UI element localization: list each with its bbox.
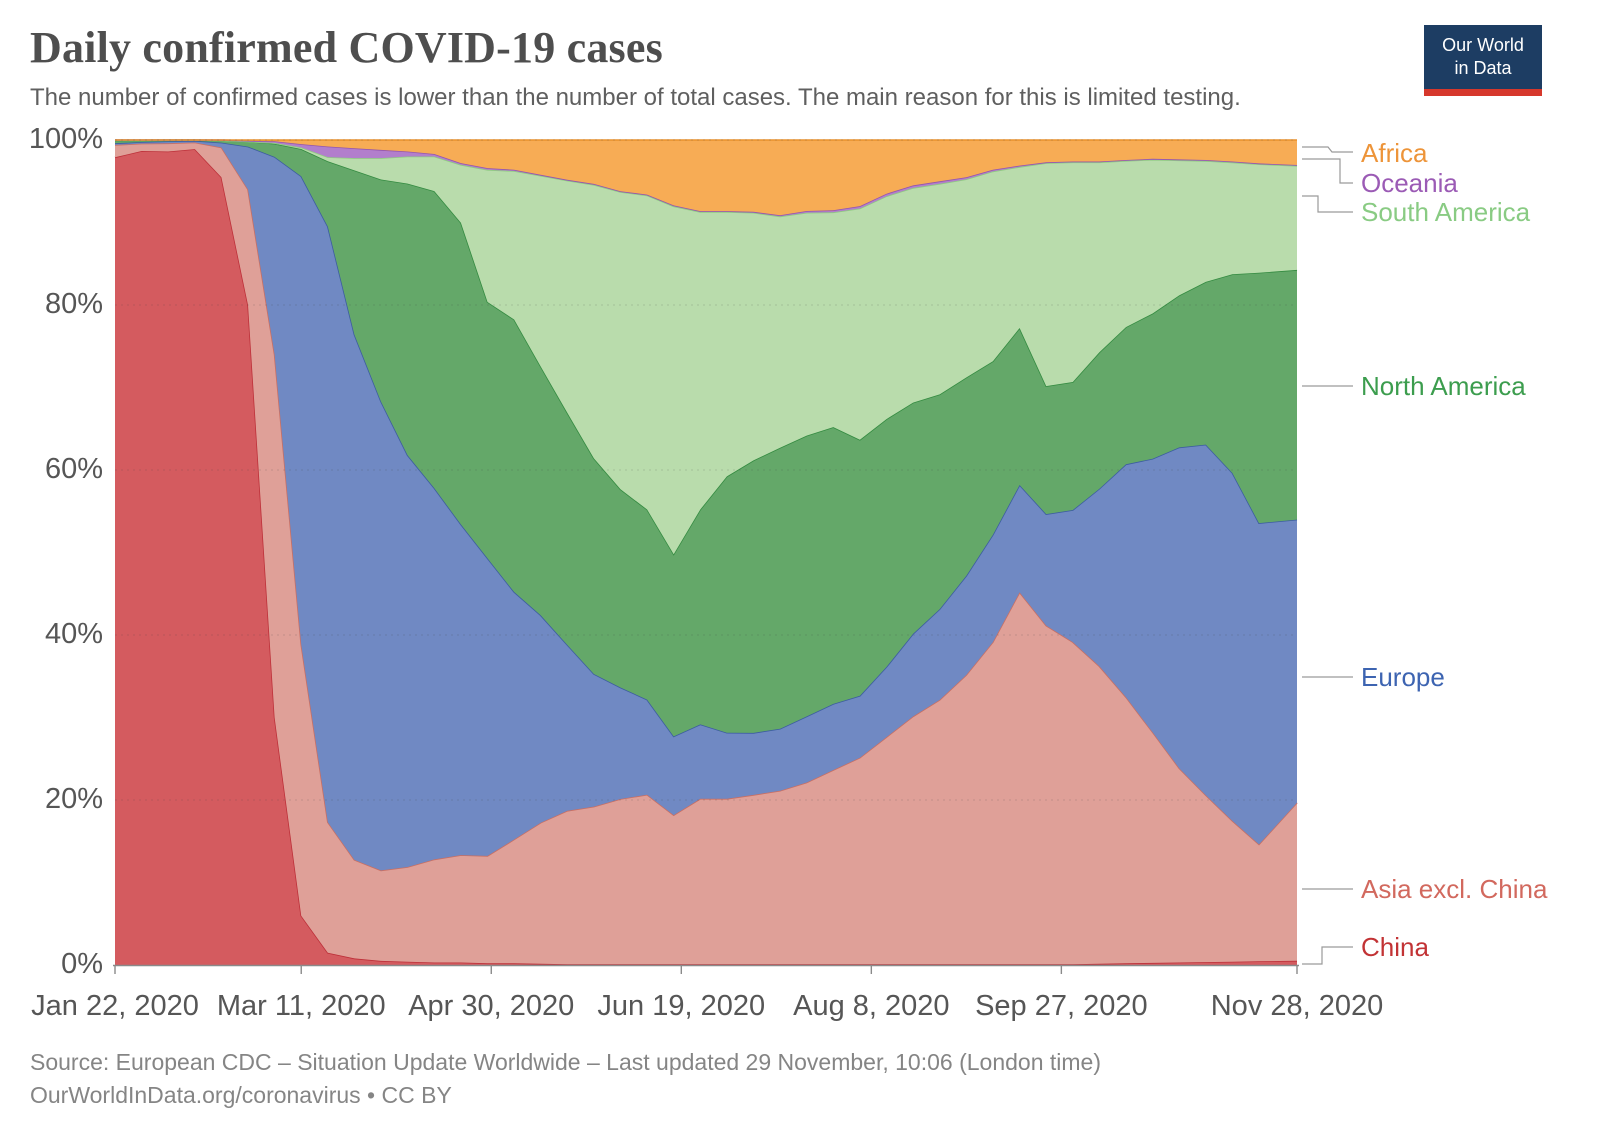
page-title: Daily confirmed COVID-19 cases: [30, 23, 663, 72]
owid-logo[interactable]: Our World in Data: [1424, 25, 1542, 96]
page-subtitle: The number of confirmed cases is lower t…: [30, 84, 1241, 111]
legend-label-south_america[interactable]: South America: [1361, 197, 1531, 227]
logo-text-line2: in Data: [1454, 58, 1512, 78]
x-tick-label-6: Nov 28, 2020: [1210, 990, 1384, 1022]
x-tick-label-5: Sep 27, 2020: [975, 990, 1148, 1022]
source-note: Source: European CDC – Situation Update …: [30, 1046, 1101, 1113]
area-asia_excl_china[interactable]: [115, 142, 1297, 965]
y-tick-label-20: 20%: [44, 783, 103, 815]
y-tick-label-0: 0%: [61, 948, 103, 980]
y-tick-label-60: 60%: [44, 453, 103, 485]
legend-connector-south_america: [1302, 195, 1353, 213]
area-africa[interactable]: [115, 140, 1297, 216]
x-tick-label-2: Apr 30, 2020: [408, 990, 575, 1022]
x-tick-label-1: Mar 11, 2020: [216, 990, 386, 1022]
x-tick-label-3: Jun 19, 2020: [597, 990, 766, 1022]
legend-label-europe[interactable]: Europe: [1361, 662, 1445, 692]
area-china[interactable]: [115, 149, 1297, 966]
legend-label-oceania[interactable]: Oceania: [1361, 168, 1458, 198]
legend-label-north_america[interactable]: North America: [1361, 371, 1526, 401]
area-south_america[interactable]: [115, 140, 1297, 555]
y-tick-label-80: 80%: [44, 288, 103, 320]
y-tick-label-100: 100%: [28, 123, 103, 155]
legend-connector-china: [1302, 946, 1353, 965]
source-line: Source: European CDC – Situation Update …: [30, 1049, 1101, 1075]
legend-label-asia_excl_china[interactable]: Asia excl. China: [1361, 874, 1548, 904]
legend-label-africa[interactable]: Africa: [1361, 138, 1428, 168]
area-north_america[interactable]: [115, 140, 1297, 737]
source-link-line[interactable]: OurWorldInData.org/coronavirus • CC BY: [30, 1082, 452, 1109]
logo-text-line1: Our World: [1442, 34, 1524, 55]
area-europe[interactable]: [115, 140, 1297, 871]
y-tick-label-40: 40%: [44, 618, 103, 650]
legend-connector-africa: [1302, 146, 1353, 153]
legend-label-china[interactable]: China: [1361, 932, 1429, 962]
x-tick-label-4: Aug 8, 2020: [793, 990, 950, 1022]
x-tick-label-0: Jan 22, 2020: [31, 990, 199, 1022]
legend-connector-oceania: [1302, 158, 1353, 184]
